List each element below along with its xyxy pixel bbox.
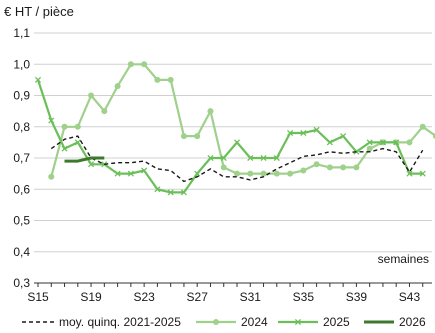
data-point — [88, 161, 95, 168]
data-point — [48, 173, 55, 180]
x-tick-label: S15 — [27, 290, 49, 304]
data-point — [233, 139, 241, 146]
legend-marker — [213, 319, 219, 325]
data-point — [287, 129, 294, 137]
legend-marker — [294, 318, 302, 326]
data-point — [88, 92, 95, 99]
data-point — [154, 186, 161, 193]
data-point — [379, 139, 386, 146]
data-point — [207, 154, 214, 162]
data-point — [313, 126, 320, 133]
x-tick-label: S23 — [133, 290, 155, 304]
x-tick-label: S19 — [80, 290, 102, 304]
y-tick-label: 0,3 — [13, 276, 30, 290]
data-point — [313, 161, 320, 168]
data-point — [74, 139, 81, 146]
data-point — [260, 170, 267, 177]
data-point — [114, 170, 121, 177]
data-point — [101, 108, 108, 115]
data-point — [366, 145, 373, 152]
data-point — [273, 154, 280, 162]
data-point — [406, 139, 413, 146]
data-point — [220, 154, 227, 162]
data-point — [167, 76, 174, 83]
data-point — [419, 123, 426, 130]
data-point — [154, 76, 161, 83]
data-point — [260, 154, 267, 162]
data-point — [366, 139, 373, 146]
series-2026 — [64, 156, 105, 163]
data-point — [326, 164, 333, 171]
y-tick-label: 0,9 — [13, 89, 30, 103]
x-axis: S15 S19 S23 S27 S31 S35 S39 S43 — [27, 283, 424, 304]
y-tick-label: 0,6 — [13, 182, 30, 196]
legend-item: moy. quinq. 2021-2025 — [22, 315, 181, 329]
plot-area — [34, 61, 435, 196]
data-point — [127, 61, 134, 68]
data-point — [61, 123, 68, 130]
data-point — [194, 170, 201, 177]
data-point — [220, 164, 227, 171]
data-point — [141, 61, 148, 68]
legend-label: 2026 — [399, 315, 426, 329]
data-point — [61, 145, 68, 152]
series-line — [64, 156, 105, 163]
data-point — [419, 170, 426, 177]
series-moy-quinq-2021-2025 — [50, 135, 424, 183]
series-line — [36, 79, 423, 194]
data-point — [141, 167, 148, 174]
y-tick-label: 1,0 — [13, 57, 30, 71]
data-point — [287, 170, 294, 177]
y-tick-label: 1,1 — [13, 26, 30, 40]
legend-label: 2025 — [323, 315, 350, 329]
data-point — [406, 170, 413, 177]
legend-item: 2025 — [278, 315, 350, 329]
x-tick-label: S39 — [346, 290, 368, 304]
y-axis-title: € HT / pièce — [4, 4, 74, 19]
data-point — [247, 170, 254, 177]
data-point — [353, 164, 360, 171]
data-point — [393, 139, 400, 146]
legend: moy. quinq. 2021-2025 2024 2025 2026 — [22, 315, 426, 329]
x-axis-title: semaines — [378, 252, 429, 266]
series-line — [50, 135, 424, 183]
y-tick-label: 0,4 — [13, 245, 30, 259]
data-point — [207, 108, 214, 115]
x-tick-label: S31 — [240, 290, 262, 304]
data-point — [247, 154, 254, 162]
legend-label: moy. quinq. 2021-2025 — [59, 315, 181, 329]
series-2025 — [34, 76, 426, 196]
data-point — [127, 170, 134, 177]
data-point — [194, 133, 201, 140]
legend-item: 2026 — [364, 315, 426, 329]
x-tick-label: S27 — [187, 290, 209, 304]
y-tick-label: 0,7 — [13, 151, 30, 165]
data-point — [180, 133, 187, 140]
data-point — [300, 129, 307, 137]
legend-label: 2024 — [241, 315, 268, 329]
legend-item: 2024 — [196, 315, 268, 329]
data-point — [340, 164, 347, 171]
data-point — [340, 133, 347, 140]
y-tick-label: 0,5 — [13, 214, 30, 228]
x-tick-label: S35 — [293, 290, 315, 304]
data-point — [300, 167, 307, 174]
data-point — [74, 123, 81, 130]
data-point — [273, 170, 280, 177]
data-point — [114, 83, 121, 90]
series-line — [50, 63, 435, 178]
data-point — [234, 170, 240, 177]
x-tick-label: S43 — [399, 290, 421, 304]
data-point — [34, 76, 42, 83]
data-point — [48, 117, 55, 124]
y-axis: 0,3 0,4 0,5 0,6 0,7 0,8 0,9 1,0 1,1 — [13, 26, 30, 290]
data-point — [167, 189, 174, 196]
y-tick-label: 0,8 — [13, 120, 30, 134]
data-point — [180, 189, 187, 196]
data-point — [326, 139, 333, 146]
